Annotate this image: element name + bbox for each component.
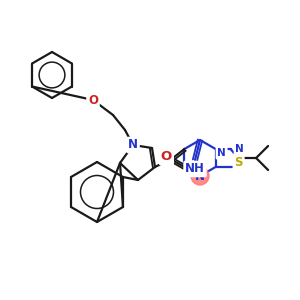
Text: S: S [234,155,243,169]
Text: O: O [88,94,98,106]
Text: N: N [217,148,226,158]
Text: N: N [235,144,244,154]
Circle shape [191,167,209,185]
Text: NH: NH [185,163,205,176]
Text: N: N [128,139,138,152]
Text: O: O [161,151,172,164]
Text: N: N [195,169,205,182]
